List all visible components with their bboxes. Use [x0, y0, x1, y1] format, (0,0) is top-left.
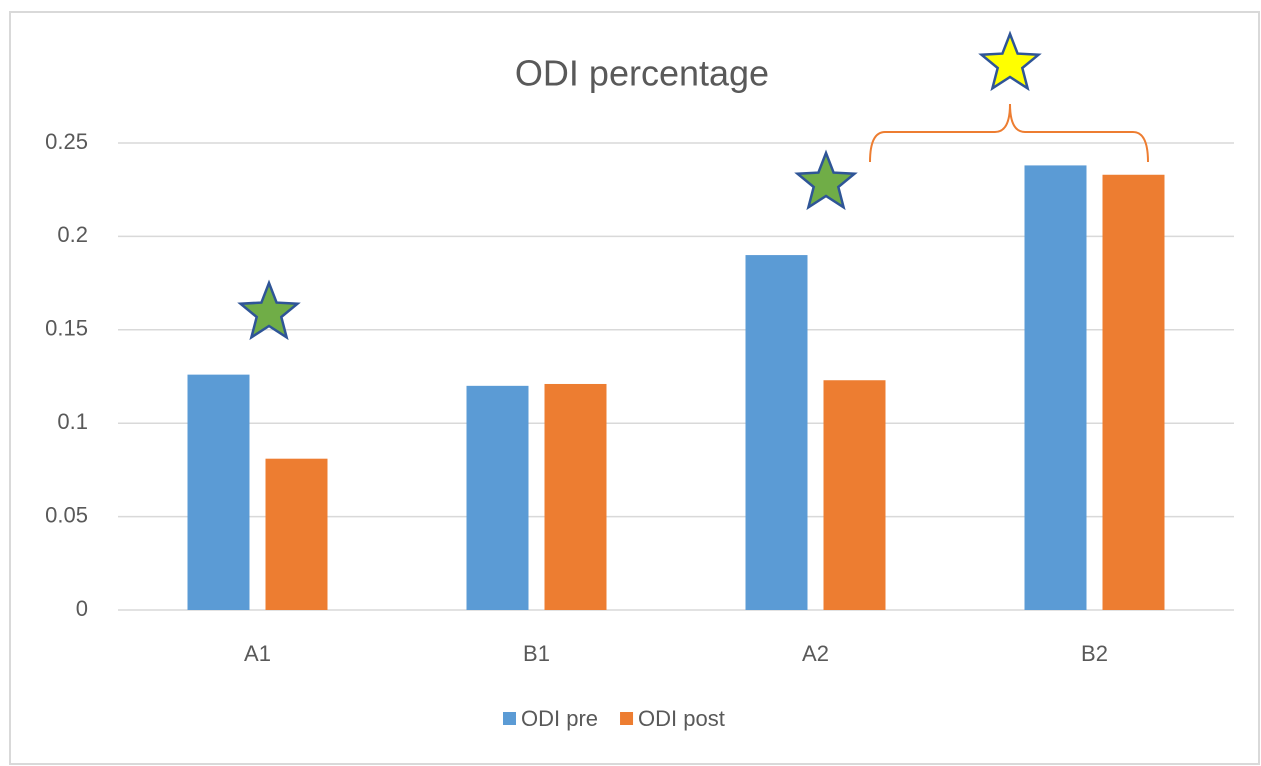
- chart-title: ODI percentage: [515, 53, 769, 94]
- bar: [544, 383, 607, 610]
- x-tick-label: B2: [1081, 641, 1108, 666]
- y-tick-label: 0.2: [57, 222, 88, 247]
- legend-label: ODI post: [638, 706, 725, 731]
- bar: [187, 374, 250, 610]
- y-tick-label: 0.25: [45, 129, 88, 154]
- star: [237, 279, 301, 341]
- y-tick-label: 0.1: [57, 409, 88, 434]
- star: [794, 149, 858, 211]
- star: [978, 30, 1042, 92]
- y-tick-label: 0: [76, 596, 88, 621]
- bracket: [869, 103, 1149, 163]
- x-tick-label: B1: [523, 641, 550, 666]
- legend-label: ODI pre: [521, 706, 598, 731]
- bar: [466, 385, 529, 610]
- y-tick-label: 0.05: [45, 502, 88, 527]
- plot-area: 0 0.05 0.1 0.15 0.2 0.25 A1 B1 A2 B2 ODI pre ODI po…: [45, 129, 1234, 731]
- bar: [1024, 165, 1087, 610]
- legend-swatch: [620, 712, 634, 725]
- bar: [1102, 174, 1165, 611]
- bar: [745, 255, 808, 610]
- annotations: [237, 30, 1149, 341]
- x-tick-label: A1: [244, 641, 271, 666]
- bar: [265, 458, 328, 610]
- legend-swatch: [503, 712, 516, 725]
- y-tick-label: 0.15: [45, 316, 88, 341]
- x-tick-label: A2: [802, 641, 829, 666]
- bar: [823, 380, 886, 610]
